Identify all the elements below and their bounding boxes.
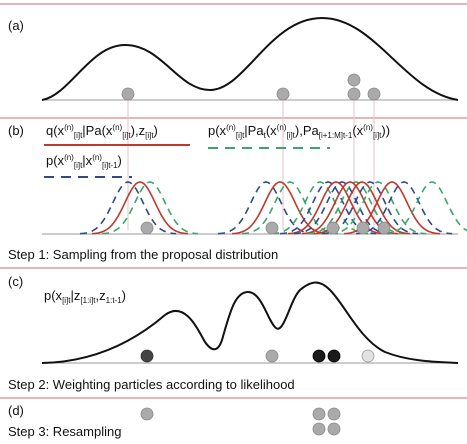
- panel-c-particle: [361, 349, 375, 363]
- legend-transition-label: p(x(n)[i]t|x(n)[i]t-1): [46, 153, 122, 170]
- panel-a-particle: [347, 73, 361, 87]
- panel-a-particle: [347, 87, 361, 101]
- panel-d-label: (d): [8, 403, 24, 418]
- step2-caption: Step 2: Weighting particles according to…: [8, 377, 295, 392]
- prior-distribution-curve: [329, 181, 427, 235]
- panel-b-particle: [140, 221, 154, 235]
- step3-caption: Step 3: Resampling: [8, 424, 121, 439]
- panel-a: (a): [8, 16, 459, 101]
- panel-d: (d) Step 3: Resampling: [8, 403, 341, 439]
- transition-distribution-curve: [217, 181, 315, 235]
- proposal-distribution-curve: [91, 181, 189, 235]
- panel-a-distribution-curve: [41, 16, 459, 101]
- panel-c-particle: [140, 349, 154, 363]
- transition-distribution-curve: [293, 181, 391, 235]
- legend-prior-label: p(x(n)[i]t|Pat(x(n)[i]t),Pa[i+1:M]t-1(x(…: [208, 123, 390, 140]
- panel-b-particle: [265, 221, 279, 235]
- prior-distribution-curve: [241, 181, 339, 235]
- legend-proposal-label: q(x(n)[i]t|Pa(x(n)[i]t),z[i]t): [46, 123, 158, 140]
- panel-d-particle: [327, 407, 341, 421]
- panel-a-label: (a): [8, 18, 24, 33]
- panel-c-label: (c): [8, 274, 23, 289]
- panel-b-particle: [326, 221, 340, 235]
- panel-d-particle: [140, 407, 154, 421]
- panel-b: (b) q(x(n)[i]t|Pa(x(n)[i]t),z[i]t) p(x(n…: [8, 123, 467, 262]
- panel-b-particle: [356, 221, 370, 235]
- prior-distribution-curve: [101, 181, 199, 235]
- separators: [0, 3, 467, 399]
- panel-d-particle: [327, 422, 341, 436]
- panel-d-particle: [312, 407, 326, 421]
- panel-c-particle: [312, 349, 326, 363]
- panel-c: (c) p(x[i]t|z[1:i]t,z1:t-1) Step 2: Weig…: [8, 274, 459, 392]
- likelihood-curve: [41, 281, 459, 364]
- step1-caption: Step 1: Sampling from the proposal distr…: [8, 247, 278, 262]
- guide-lines: [127, 80, 375, 230]
- panel-c-particle: [265, 349, 279, 363]
- proposal-distribution-curve: [231, 181, 329, 235]
- transition-distribution-curve: [79, 181, 177, 235]
- panel-a-particle: [121, 87, 135, 101]
- panel-c-particle: [327, 349, 341, 363]
- prior-distribution-curve: [383, 181, 467, 235]
- panel-b-particle: [377, 221, 391, 235]
- panel-b-label: (b): [8, 123, 24, 138]
- prior-distribution-curve: [271, 181, 369, 235]
- transition-distribution-curve: [355, 181, 453, 235]
- panel-a-particle: [276, 87, 290, 101]
- panel-a-particle: [367, 87, 381, 101]
- likelihood-formula: p(x[i]t|z[1:i]t,z1:t-1): [44, 288, 126, 305]
- panel-d-particle: [312, 422, 326, 436]
